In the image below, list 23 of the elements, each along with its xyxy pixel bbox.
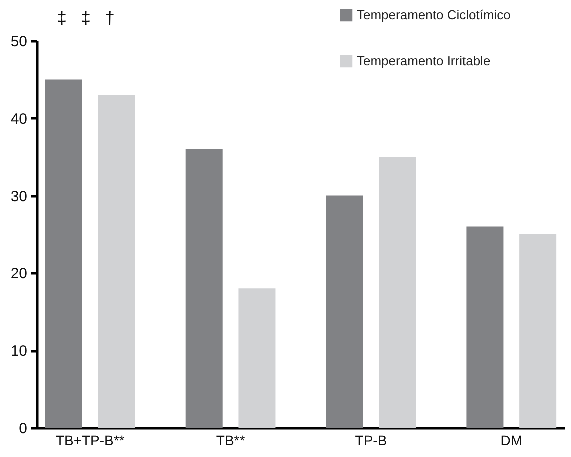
bar xyxy=(186,149,223,428)
bar xyxy=(45,80,82,428)
bar xyxy=(326,196,364,428)
x-tick-label: DM xyxy=(500,432,523,448)
y-tick-label: 10 xyxy=(10,343,28,360)
text: ‡ xyxy=(57,8,68,28)
y-tick-label: 0 xyxy=(19,420,28,438)
y-tick-label: 50 xyxy=(10,34,28,50)
bar xyxy=(379,157,416,428)
y-tick-label: 30 xyxy=(10,188,28,206)
legend-label: Temperamento Ciclotímico xyxy=(357,8,511,22)
x-tick-label: TB+TP-B** xyxy=(56,432,126,448)
x-tick-label: TB** xyxy=(216,432,246,448)
bar xyxy=(238,288,276,428)
bar xyxy=(98,95,136,428)
text: ‡ xyxy=(81,8,92,28)
y-tick-label: 40 xyxy=(10,110,28,128)
legend-label: Temperamento Irritable xyxy=(357,54,491,68)
bar xyxy=(520,234,557,428)
x-tick-label: TP-B xyxy=(355,432,388,448)
bar xyxy=(466,226,504,428)
text: † xyxy=(105,8,116,28)
y-tick-label: 20 xyxy=(10,266,28,283)
